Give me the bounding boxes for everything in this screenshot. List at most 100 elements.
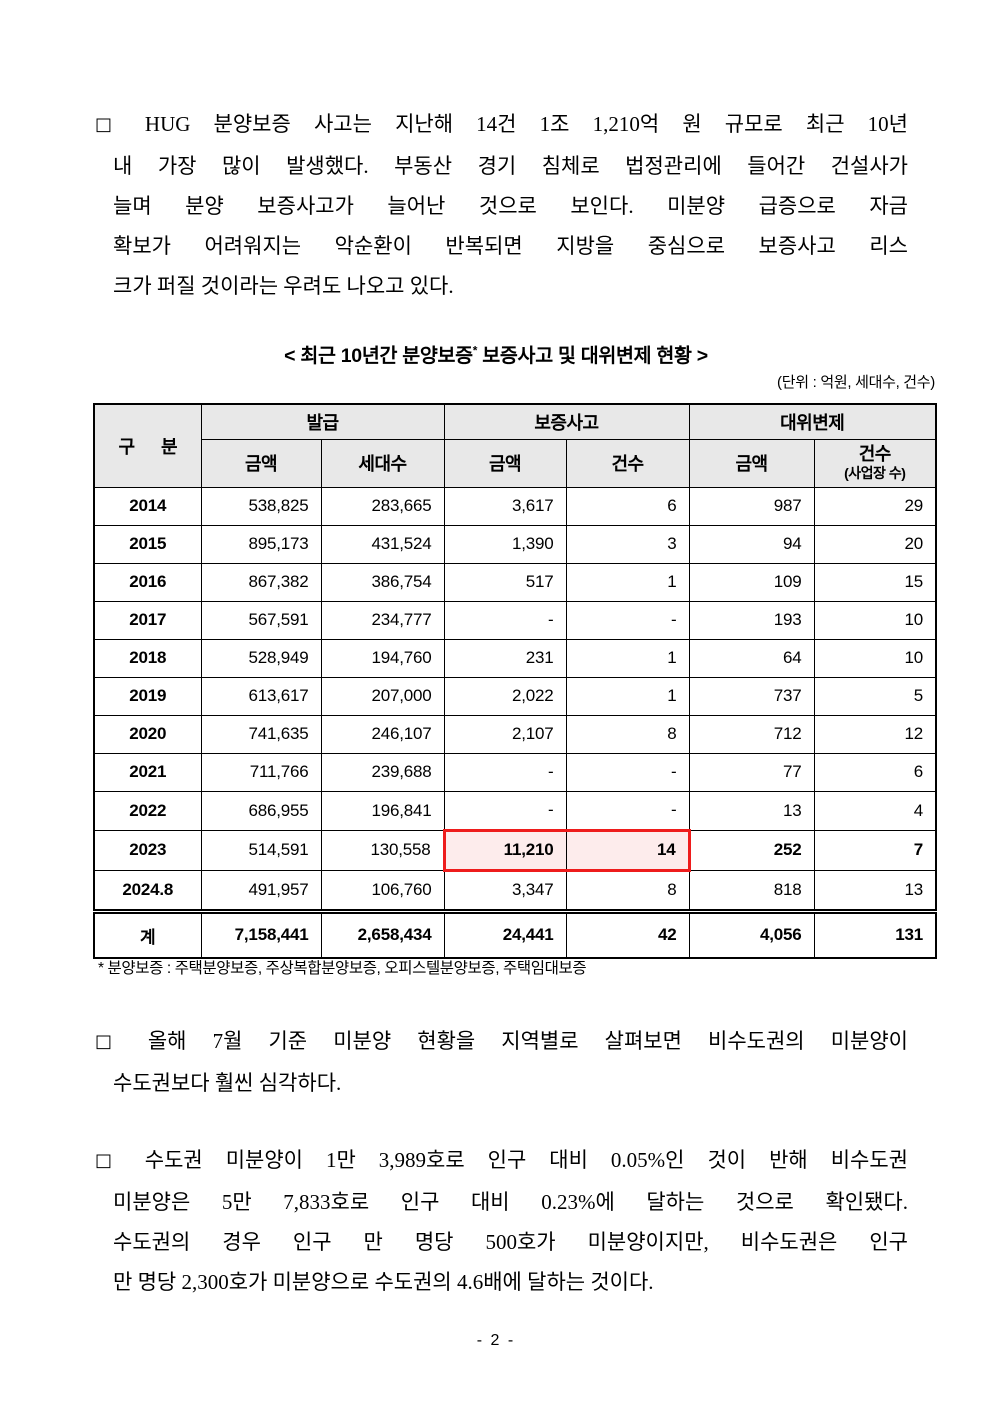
- paragraph-line: □ 수도권 미분양이 1만 3,989호로 인구 대비 0.05%인 것이 반해 …: [95, 1140, 908, 1182]
- table-cell: 514,591: [200, 829, 322, 871]
- row-label: 2022: [93, 790, 202, 831]
- table-cell: 20: [813, 524, 937, 564]
- square-bullet-icon: □: [95, 114, 130, 135]
- table-cell: 106,760: [320, 869, 445, 912]
- table-cell: 491,957: [200, 869, 322, 912]
- table-cell: 4,056: [688, 908, 815, 958]
- table-cell: -: [443, 752, 567, 792]
- table-cell: 13: [813, 869, 937, 912]
- table-cell: 131: [813, 908, 937, 958]
- table-cell: 11,210: [442, 828, 567, 872]
- row-label: 2021: [93, 752, 202, 792]
- table-cell: 386,754: [320, 562, 445, 602]
- table-cell: 867,382: [200, 562, 322, 602]
- paragraph-unsold-comparison: □ 수도권 미분양이 1만 3,989호로 인구 대비 0.05%인 것이 반해 …: [95, 1140, 908, 1302]
- table-cell: -: [565, 752, 690, 792]
- table-row: 2024.8 491,957 106,760 3,347 8 818 13: [93, 869, 937, 912]
- square-bullet-icon: □: [95, 1031, 133, 1052]
- table-cell: 3,347: [443, 869, 567, 912]
- table-cell: 686,955: [200, 790, 322, 831]
- table-row: 2018 528,949 194,760 231 1 64 10: [93, 638, 937, 678]
- table-title-text-suffix: 보증사고 및 대위변제 현황 >: [477, 345, 708, 367]
- table-cell: 2,022: [443, 676, 567, 716]
- table-cell: 246,107: [320, 714, 445, 754]
- table-cell: 15: [813, 562, 937, 602]
- column-group-issued: 발급: [200, 403, 445, 440]
- table-cell: 13: [688, 790, 815, 831]
- table-cell: -: [565, 790, 690, 831]
- table-cell: 234,777: [320, 600, 445, 640]
- table-cell: 4: [813, 790, 937, 831]
- table-cell: 712: [688, 714, 815, 754]
- table-header-group-row: 구 분 발급 보증사고 대위변제: [93, 403, 937, 488]
- table-cell: 1,390: [443, 524, 567, 564]
- table-cell: 7,158,441: [200, 908, 322, 958]
- table-cell: 94: [688, 524, 815, 564]
- guarantee-table-body: 2014 538,825 283,665 3,617 6 987 29 2015 895,173…: [93, 486, 937, 958]
- table-row: 2016 867,382 386,754 517 1 109 15: [93, 562, 937, 602]
- table-cell: 737: [688, 676, 815, 716]
- table-cell: 252: [688, 829, 815, 871]
- footnote-marker: *: [472, 343, 478, 358]
- table-cell: 193: [688, 600, 815, 640]
- table-cell: 14: [565, 828, 691, 872]
- table-row: 2023 514,591 130,558 11,210 14 252 7: [93, 828, 937, 872]
- column-header-accident-count: 건수: [565, 438, 690, 488]
- table-cell: 6: [813, 752, 937, 792]
- table-cell: 517: [443, 562, 567, 602]
- table-title-text: < 최근 10년간 분양보증: [284, 345, 473, 367]
- table-cell: -: [565, 600, 690, 640]
- column-header-subrogation-amount: 금액: [688, 438, 815, 488]
- column-header-issued-households: 세대수: [320, 438, 445, 488]
- table-cell: 130,558: [320, 829, 445, 871]
- table-cell: 239,688: [320, 752, 445, 792]
- table-cell: 10: [813, 600, 937, 640]
- table-cell: 283,665: [320, 486, 445, 526]
- table-cell: 711,766: [200, 752, 322, 792]
- paragraph-line: 수도권의 경우 인구 만 명당 500호가 미분양이지만, 비수도권은 인구: [113, 1230, 908, 1254]
- square-bullet-icon: □: [95, 1150, 130, 1171]
- table-cell: 24,441: [443, 908, 567, 958]
- table-cell: 987: [688, 486, 815, 526]
- table-header: 구 분 발급 보증사고 대위변제 금액 세대수 금액 건수 금액 건수 (사업장…: [93, 403, 937, 488]
- table-row: 2017 567,591 234,777- -193 10: [93, 600, 937, 640]
- table-cell: 77: [688, 752, 815, 792]
- unit-note: (단위 : 억원, 세대수, 건수): [777, 374, 935, 391]
- table-cell: 818: [688, 869, 815, 912]
- paragraph-line: 수도권보다 훨씬 심각하다.: [113, 1071, 342, 1095]
- table-cell: 64: [688, 638, 815, 678]
- paragraph-line: 확보가 어려워지는 악순환이 반복되면 지방을 중심으로 보증사고 리스: [113, 234, 908, 258]
- table-cell: 42: [565, 908, 690, 958]
- table-row: 2022 686,955 196,841- -13 4: [93, 790, 937, 831]
- table-cell: 207,000: [320, 676, 445, 716]
- table-row: 2020 741,635 246,107 2,107 8 712 12: [93, 714, 937, 754]
- row-label: 2020: [93, 714, 202, 754]
- table-row: 2014 538,825 283,665 3,617 6 987 29: [93, 486, 937, 526]
- column-header-subrogation-count: 건수 (사업장 수): [813, 438, 937, 488]
- paragraph-line: 미분양은 5만 7,833호로 인구 대비 0.23%에 달하는 것으로 확인됐…: [113, 1190, 908, 1214]
- paragraph-line: □ 올해 7월 기준 미분양 현황을 지역별로 살펴보면 비수도권의 미분양이: [95, 1021, 908, 1063]
- table-header-sub-row: 금액 세대수 금액 건수 금액 건수 (사업장 수): [94, 438, 937, 488]
- table-cell: 8: [565, 869, 690, 912]
- column-group-guarantee-accident: 보증사고: [443, 403, 690, 440]
- table-cell: 10: [813, 638, 937, 678]
- table-cell: 3,617: [443, 486, 567, 526]
- table-cell: 528,949: [200, 638, 322, 678]
- table-cell: 6: [565, 486, 690, 526]
- column-group-subrogation: 대위변제: [688, 403, 937, 440]
- paragraph-line: 만 명당 2,300호가 미분양으로 수도권의 4.6배에 달하는 것이다.: [113, 1270, 654, 1294]
- row-label: 계: [93, 908, 202, 958]
- paragraph-line-text: HUG 분양보증 사고는 지난해 14건 1조 1,210억 원 규모로 최근 …: [144, 112, 908, 136]
- row-label: 2014: [93, 486, 202, 526]
- column-header-category: 구 분: [93, 403, 202, 488]
- table-row: 2015 895,173 431,524 1,390 3 94 20: [93, 524, 937, 564]
- table-title: < 최근 10년간 분양보증* 보증사고 및 대위변제 현황 >: [0, 339, 992, 368]
- row-label: 2024.8: [93, 869, 202, 912]
- column-header-accident-amount: 금액: [443, 438, 567, 488]
- table-footnote: * 분양보증 : 주택분양보증, 주상복합분양보증, 오피스텔분양보증, 주택임…: [98, 960, 587, 977]
- table-cell: 109: [688, 562, 815, 602]
- table-cell: 29: [813, 486, 937, 526]
- row-label: 2017: [93, 600, 202, 640]
- table-cell: 194,760: [320, 638, 445, 678]
